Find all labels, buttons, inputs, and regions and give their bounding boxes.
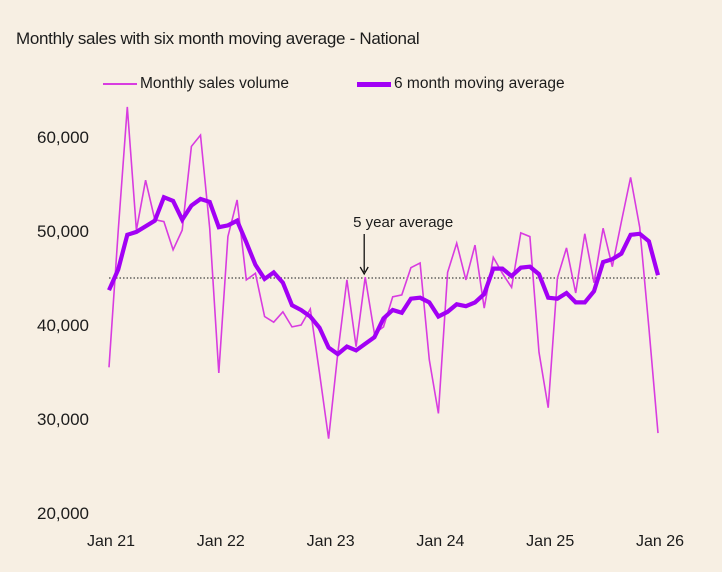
y-tick-label: 40,000 <box>37 316 89 335</box>
chart-title: Monthly sales with six month moving aver… <box>16 29 420 48</box>
x-tick-label: Jan 21 <box>87 533 135 550</box>
y-tick-label: 50,000 <box>37 222 89 241</box>
annotation-arrowhead <box>359 266 369 276</box>
legend-swatch-monthly <box>103 83 137 85</box>
legend-swatch-moving-average <box>357 81 391 87</box>
x-tick-label: Jan 26 <box>636 533 684 550</box>
legend-label-moving-average: 6 month moving average <box>394 75 565 92</box>
y-tick-label: 20,000 <box>37 504 89 523</box>
monthly-sales-line <box>108 106 659 439</box>
legend-item-moving-average: 6 month moving average <box>357 75 565 93</box>
x-tick-label: Jan 24 <box>416 533 464 550</box>
legend-label-monthly: Monthly sales volume <box>140 75 290 92</box>
y-tick-label: 60,000 <box>37 128 89 147</box>
y-tick-label: 30,000 <box>37 410 89 429</box>
x-tick-label: Jan 23 <box>307 533 355 550</box>
five-year-average-label: 5 year average <box>353 214 453 231</box>
x-tick-label: Jan 22 <box>197 533 245 550</box>
x-tick-label: Jan 25 <box>526 533 574 550</box>
legend-item-monthly-sales: Monthly sales volume <box>103 75 289 93</box>
